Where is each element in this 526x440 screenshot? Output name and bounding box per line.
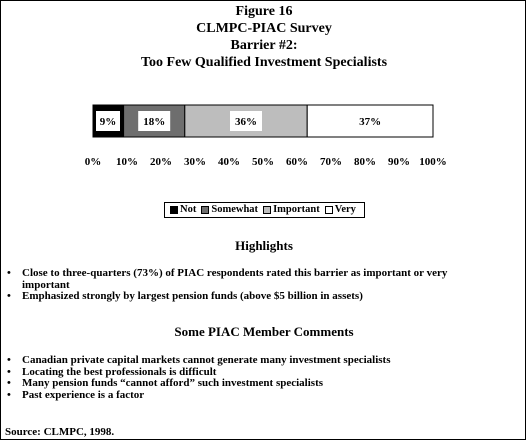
highlight-text: Close to three-quarters (73%) of PIAC re… [22,267,448,291]
legend-swatch [170,206,179,214]
figure-title: Figure 16 CLMPC-PIAC Survey Barrier #2: … [1,3,526,71]
x-tick-label: 90% [388,156,410,168]
barrier-number: Barrier #2: [230,38,298,53]
comment-text: Past experience is a factor [22,388,145,401]
comment-item: • Past experience is a factor [7,388,517,402]
legend-swatch [201,206,210,214]
highlight-item: • Emphasized strongly by largest pension … [7,290,485,303]
x-tick-label: 0% [85,156,102,168]
x-tick-label: 80% [354,156,376,168]
x-tick-label: 30% [184,156,206,168]
comments-list: • Canadian private capital markets cannot… [7,354,517,402]
chart-legend: Not Somewhat Important Very [164,202,365,218]
data-label: 9% [100,116,117,128]
highlights-heading: Highlights [235,238,293,253]
legend-label: Important [273,204,320,215]
x-tick-label: 70% [320,156,342,168]
x-tick-label: 50% [252,156,274,168]
legend-item-important: Important [263,203,320,217]
legend-label: Not [180,204,197,215]
legend-label: Very [334,204,356,215]
bullet-icon: • [7,365,11,378]
bullet-icon: • [7,290,11,302]
comment-item: • Canadian private capital markets cannot… [7,354,517,367]
x-tick-label: 40% [218,156,240,168]
bullet-icon: • [7,267,11,279]
barrier-description: Too Few Qualified Investment Specialists [140,55,388,70]
data-label: 37% [359,116,381,128]
data-label: 36% [235,116,257,128]
source-note: Source: CLMPC, 1998. [5,426,115,438]
highlight-item: • Close to three-quarters (73%) of PIAC r… [7,267,485,291]
comment-item: • Many pension funds “cannot afford” such… [7,377,517,390]
figure-number: Figure 16 [235,4,293,19]
data-label: 18% [143,116,165,128]
legend-label: Somewhat [211,204,259,215]
legend-swatch [324,206,333,214]
legend-item-not: Not [170,203,196,217]
bullet-icon: • [7,388,11,401]
data-label-box [230,111,262,131]
bar-segment-somewhat [123,104,186,138]
x-tick-label: 10% [116,156,138,168]
highlight-text: Emphasized strongly by largest pension f… [22,290,363,302]
comment-text: Canadian private capital markets cannot … [22,354,391,366]
data-label-box [354,111,387,131]
comment-text: Many pension funds “cannot afford” such … [22,377,324,389]
survey-name: CLMPC-PIAC Survey [196,21,332,36]
bullet-icon: • [7,377,11,389]
legend-item-very: Very [324,203,356,217]
stacked-bar-chart: 9% 18% 36% 37% 0% 10% 20% 30% 40% 50% 60% 70% 80% 90%… [85,104,447,168]
legend-swatch [263,206,272,214]
x-tick-label: 100% [419,156,447,168]
data-label-box [96,111,120,131]
bullet-icon: • [7,354,11,366]
legend-item-somewhat: Somewhat [201,203,258,217]
comments-heading: Some PIAC Member Comments [174,324,354,339]
highlights-list: • Close to three-quarters (73%) of PIAC r… [7,267,485,303]
comment-item: • Locating the best professionals is diff… [7,365,517,379]
data-label-box [138,111,171,131]
x-tick-label: 20% [150,156,172,168]
comment-text: Locating the best professionals is diffi… [22,365,217,378]
x-tick-label: 60% [286,156,308,168]
